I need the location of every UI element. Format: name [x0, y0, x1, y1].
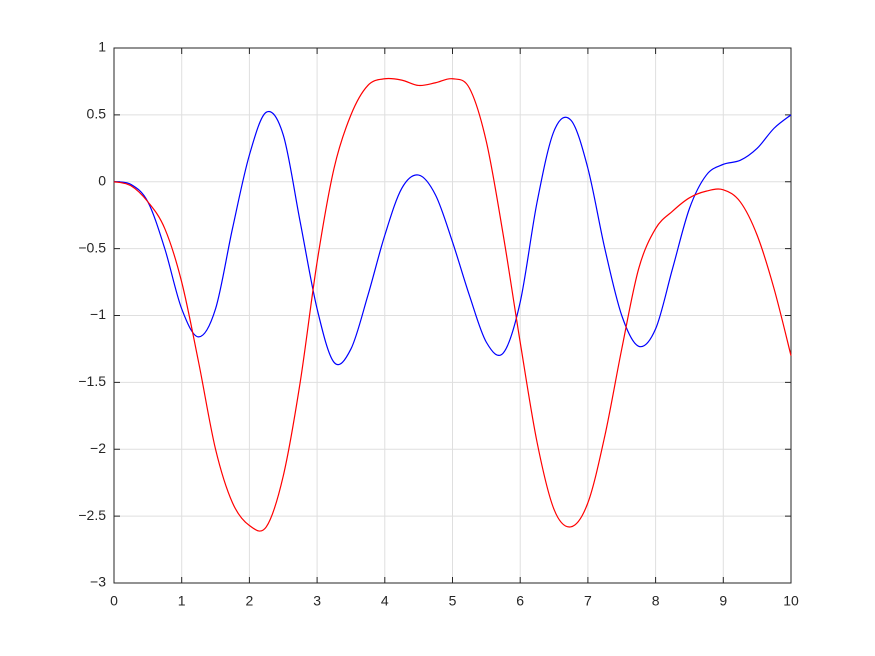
- y-tick-label: −1: [90, 306, 106, 322]
- axes-box: [113, 47, 792, 584]
- x-tick-label: 0: [110, 593, 118, 609]
- x-tick-label: 8: [652, 593, 660, 609]
- data-line: [113, 110, 792, 366]
- x-tick-label: 10: [783, 593, 799, 609]
- data-line: [113, 77, 792, 532]
- y-tick-label: 1: [98, 39, 106, 55]
- y-tick-label: −2.5: [78, 507, 106, 523]
- x-tick-label: 6: [516, 593, 524, 609]
- y-tick-label: −0.5: [78, 239, 106, 255]
- y-tick-label: −1.5: [78, 373, 106, 389]
- x-tick-label: 9: [719, 593, 727, 609]
- y-tick-label: −3: [90, 574, 106, 590]
- y-tick-label: −2: [90, 440, 106, 456]
- x-tick-label: 7: [584, 593, 592, 609]
- x-tick-label: 3: [313, 593, 321, 609]
- x-tick-label: 5: [449, 593, 457, 609]
- y-tick-label: 0.5: [87, 106, 107, 122]
- x-tick-label: 4: [381, 593, 389, 609]
- x-tick-label: 2: [246, 593, 254, 609]
- x-tick-label: 1: [178, 593, 186, 609]
- y-tick-label: 0: [98, 172, 106, 188]
